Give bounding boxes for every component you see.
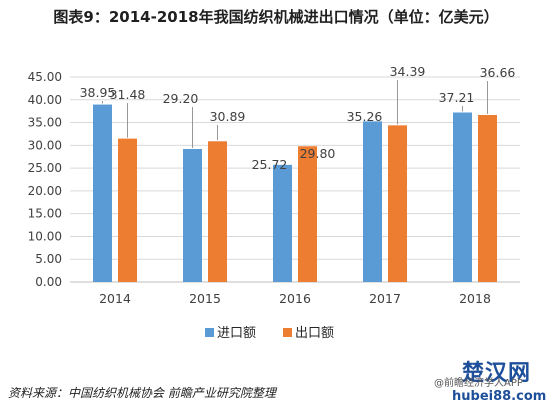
export-label-2018: 36.66 (480, 65, 516, 80)
x-tick-label-2018: 2018 (459, 291, 491, 306)
y-tick-label: 5.00 (35, 252, 62, 266)
chart-title: 图表9：2014-2018年我国纺织机械进出口情况（单位：亿美元） (53, 8, 499, 26)
y-tick-label: 15.00 (28, 207, 62, 221)
export-bar-2014 (118, 138, 137, 282)
export-label-2014: 31.48 (110, 87, 146, 102)
x-tick-label-2017: 2017 (369, 291, 401, 306)
import-label-2017: 35.26 (347, 109, 383, 124)
import-label-2014: 38.95 (80, 85, 116, 100)
import-label-2016: 25.72 (252, 157, 288, 172)
y-tick-label: 40.00 (28, 93, 62, 107)
y-tick-label: 35.00 (28, 116, 62, 130)
y-tick-label: 30.00 (28, 138, 62, 152)
y-tick-label: 20.00 (28, 184, 62, 198)
legend: 进口额 出口额 (205, 326, 334, 341)
import-bar-2018 (453, 112, 472, 282)
legend-swatch-0 (205, 328, 214, 337)
watermark-logo: 楚汉网 (462, 361, 532, 386)
export-bar-2016 (298, 146, 317, 282)
legend-swatch-1 (283, 328, 292, 337)
grid-lines (70, 76, 520, 283)
export-label-2015: 30.89 (210, 109, 246, 124)
export-bar-2017 (388, 125, 407, 282)
x-axis-ticks: 2014 2015 2016 2017 2018 (99, 291, 491, 306)
export-bar-2018 (478, 114, 497, 282)
x-tick-label-2016: 2016 (279, 291, 311, 306)
export-label-2016: 29.80 (300, 146, 336, 161)
watermark-tag: @前瞻经济学人APP (434, 378, 523, 389)
import-bar-2017 (363, 121, 382, 282)
y-tick-label: 10.00 (28, 229, 62, 243)
legend-label-0: 进口额 (217, 326, 256, 341)
y-tick-label: 0.00 (35, 275, 62, 289)
import-bar-2014 (93, 104, 112, 282)
source-note: 资料来源：中国纺织机械协会 前瞻产业研究院整理 (8, 386, 276, 400)
import-bar-2016 (273, 164, 292, 282)
export-label-2017: 34.39 (390, 64, 426, 79)
y-tick-label: 25.00 (28, 161, 62, 175)
y-tick-label: 45.00 (28, 70, 62, 84)
export-bar-2015 (208, 141, 227, 282)
import-label-2018: 37.21 (439, 90, 475, 105)
x-tick-label-2015: 2015 (189, 291, 221, 306)
watermark-site: hubei88.com (452, 389, 547, 404)
x-tick-label-2014: 2014 (99, 291, 131, 306)
y-axis-ticks: 0.00 5.00 10.00 15.00 20.00 25.00 30.00 35.00 40… (28, 70, 62, 289)
import-label-2015: 29.20 (163, 91, 199, 106)
legend-label-1: 出口额 (295, 326, 334, 341)
import-bar-2015 (183, 148, 202, 282)
